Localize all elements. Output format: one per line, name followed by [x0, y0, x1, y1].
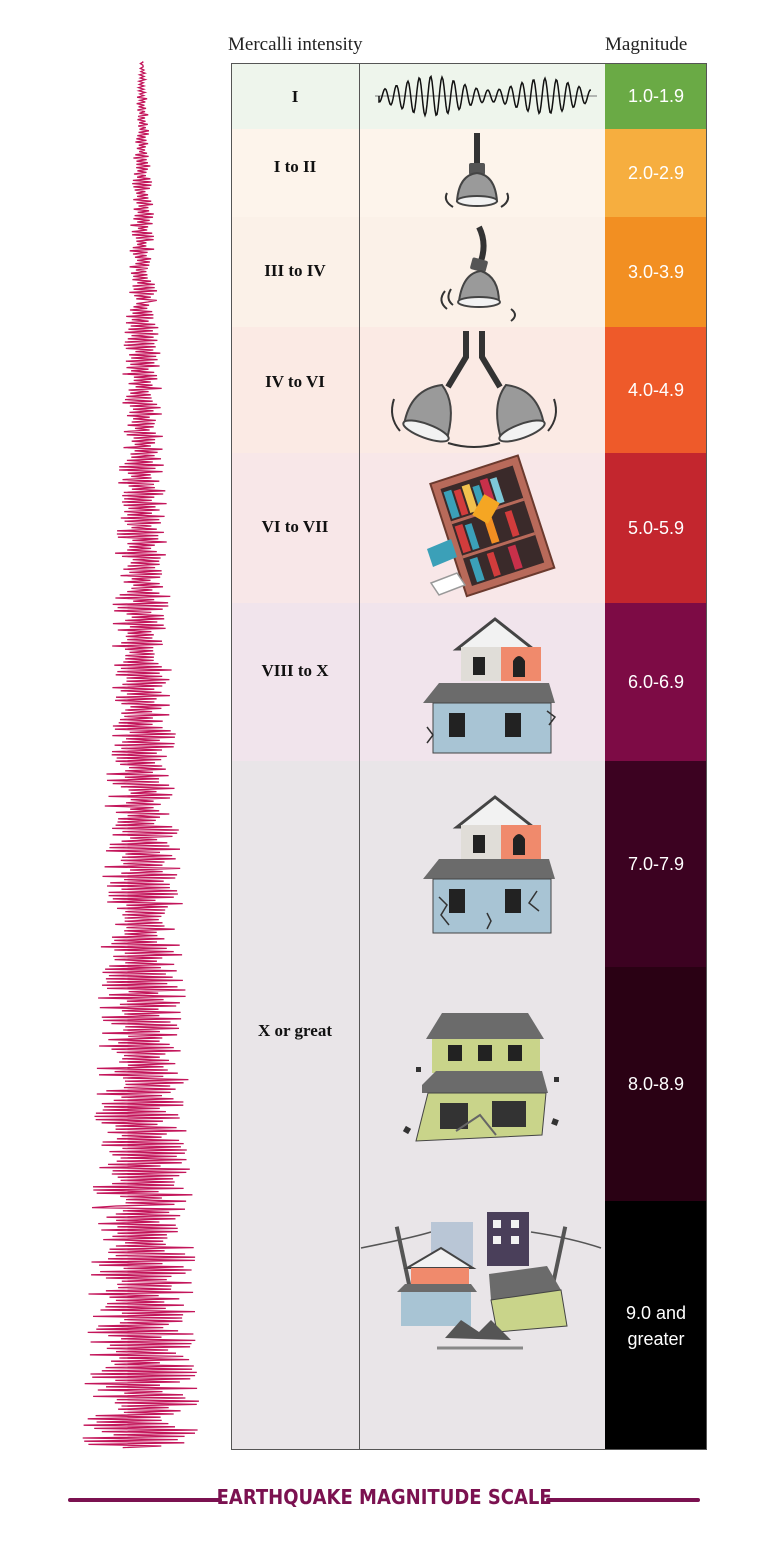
title-rule-right [546, 1498, 700, 1502]
two-lamps-icon [391, 331, 557, 448]
intensity-label: I to II [273, 157, 317, 176]
chart-title: EARTHQUAKE MAGNITUDE SCALE [0, 1485, 768, 1509]
intensity-label: III to IV [264, 261, 326, 280]
destroyed-town-icon [360, 1212, 602, 1350]
row-bg-2 [231, 129, 605, 217]
mercalli-intensity-header: Mercalli intensity [228, 34, 363, 55]
swinging-lamp-icon [440, 225, 516, 322]
magnitude-cell: 6.0-6.9 [605, 603, 707, 761]
hanging-lamp-icon [444, 133, 510, 208]
chart-title-text: EARTHQUAKE MAGNITUDE SCALE [216, 1485, 552, 1509]
row-bg-3 [231, 217, 605, 327]
intensity-label: I [291, 87, 299, 106]
magnitude-header: Magnitude [605, 34, 688, 55]
title-rule-left [68, 1498, 222, 1502]
magnitude-cell: 3.0-3.9 [605, 217, 707, 327]
collapsing-house-icon [402, 1013, 559, 1142]
magnitude-cell: 8.0-8.9 [605, 967, 707, 1201]
magnitude-cell: 5.0-5.9 [605, 453, 707, 603]
cracked-house-icon [423, 617, 557, 754]
magnitude-cell: 7.0-7.9 [605, 761, 707, 967]
seismogram-wave-icon [375, 74, 597, 118]
intensity-label: IV to VI [265, 372, 325, 391]
intensity-label: VIII to X [261, 661, 329, 680]
row-bg-5 [231, 453, 605, 603]
intensity-label: X or great [258, 1021, 332, 1040]
table-border [231, 63, 707, 1450]
magnitude-cell: 2.0-2.9 [605, 129, 707, 217]
magnitude-table: I I to II III to IV IV to VI VI to VII V… [231, 63, 707, 1450]
magnitude-cell: 4.0-4.9 [605, 327, 707, 453]
damaged-house-icon [423, 795, 555, 934]
column-divider [359, 63, 360, 1450]
intensity-label: VI to VII [261, 517, 329, 536]
falling-bookshelf-icon [427, 454, 556, 598]
magnitude-cell: 9.0 and greater [605, 1201, 707, 1450]
magnitude-cell: 1.0-1.9 [605, 63, 707, 129]
